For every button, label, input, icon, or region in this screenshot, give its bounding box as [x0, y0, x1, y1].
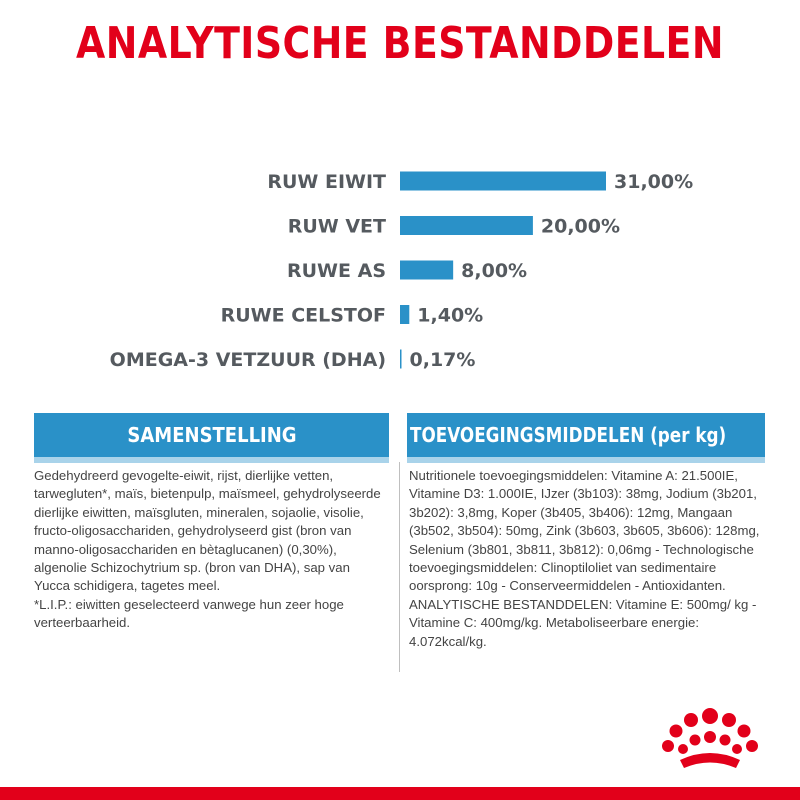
bar-value-label: 8,00% — [461, 260, 527, 282]
bar-value-label: 1,40% — [417, 305, 483, 327]
bar-value-label: 0,17% — [410, 349, 476, 371]
bar-value-label: 20,00% — [541, 216, 620, 238]
panel-divider — [399, 462, 400, 672]
bar-category-label: RUWE CELSTOF — [221, 305, 386, 327]
additives-heading: TOEVOEGINGSMIDDELEN (per kg) — [407, 413, 765, 463]
bar — [400, 260, 454, 280]
bar — [400, 171, 606, 191]
additives-text: Nutritionele toevoegingsmiddelen: Vitami… — [409, 468, 760, 649]
royal-canin-crown-icon — [662, 708, 758, 768]
bar-category-label: RUWE AS — [287, 260, 386, 282]
bar — [400, 349, 402, 369]
bar-category-label: OMEGA-3 VETZUUR (DHA) — [110, 349, 386, 371]
additives-heading-shadow — [407, 457, 765, 463]
bar-value-label: 31,00% — [614, 171, 693, 193]
composition-heading-text: SAMENSTELLING — [126, 423, 297, 447]
bar — [400, 216, 533, 235]
composition-heading-shadow — [34, 457, 389, 463]
composition-text: Gedehydreerd gevogelte-eiwit, rijst, die… — [34, 468, 381, 631]
composition-heading: SAMENSTELLING — [34, 413, 389, 463]
additives-heading-text: TOEVOEGINGSMIDDELEN (per kg) — [410, 423, 727, 447]
bar-category-label: RUW VET — [288, 216, 386, 238]
bottom-brand-line — [0, 787, 800, 800]
nutrient-bar-chart: RUW EIWIT 31,00% RUW VET 20,00% RUWE AS 8,00%… — [110, 171, 693, 371]
bar-category-label: RUW EIWIT — [267, 171, 386, 193]
bar — [400, 305, 410, 324]
page-title: ANALYTISCHE BESTANDDELEN — [76, 18, 724, 69]
